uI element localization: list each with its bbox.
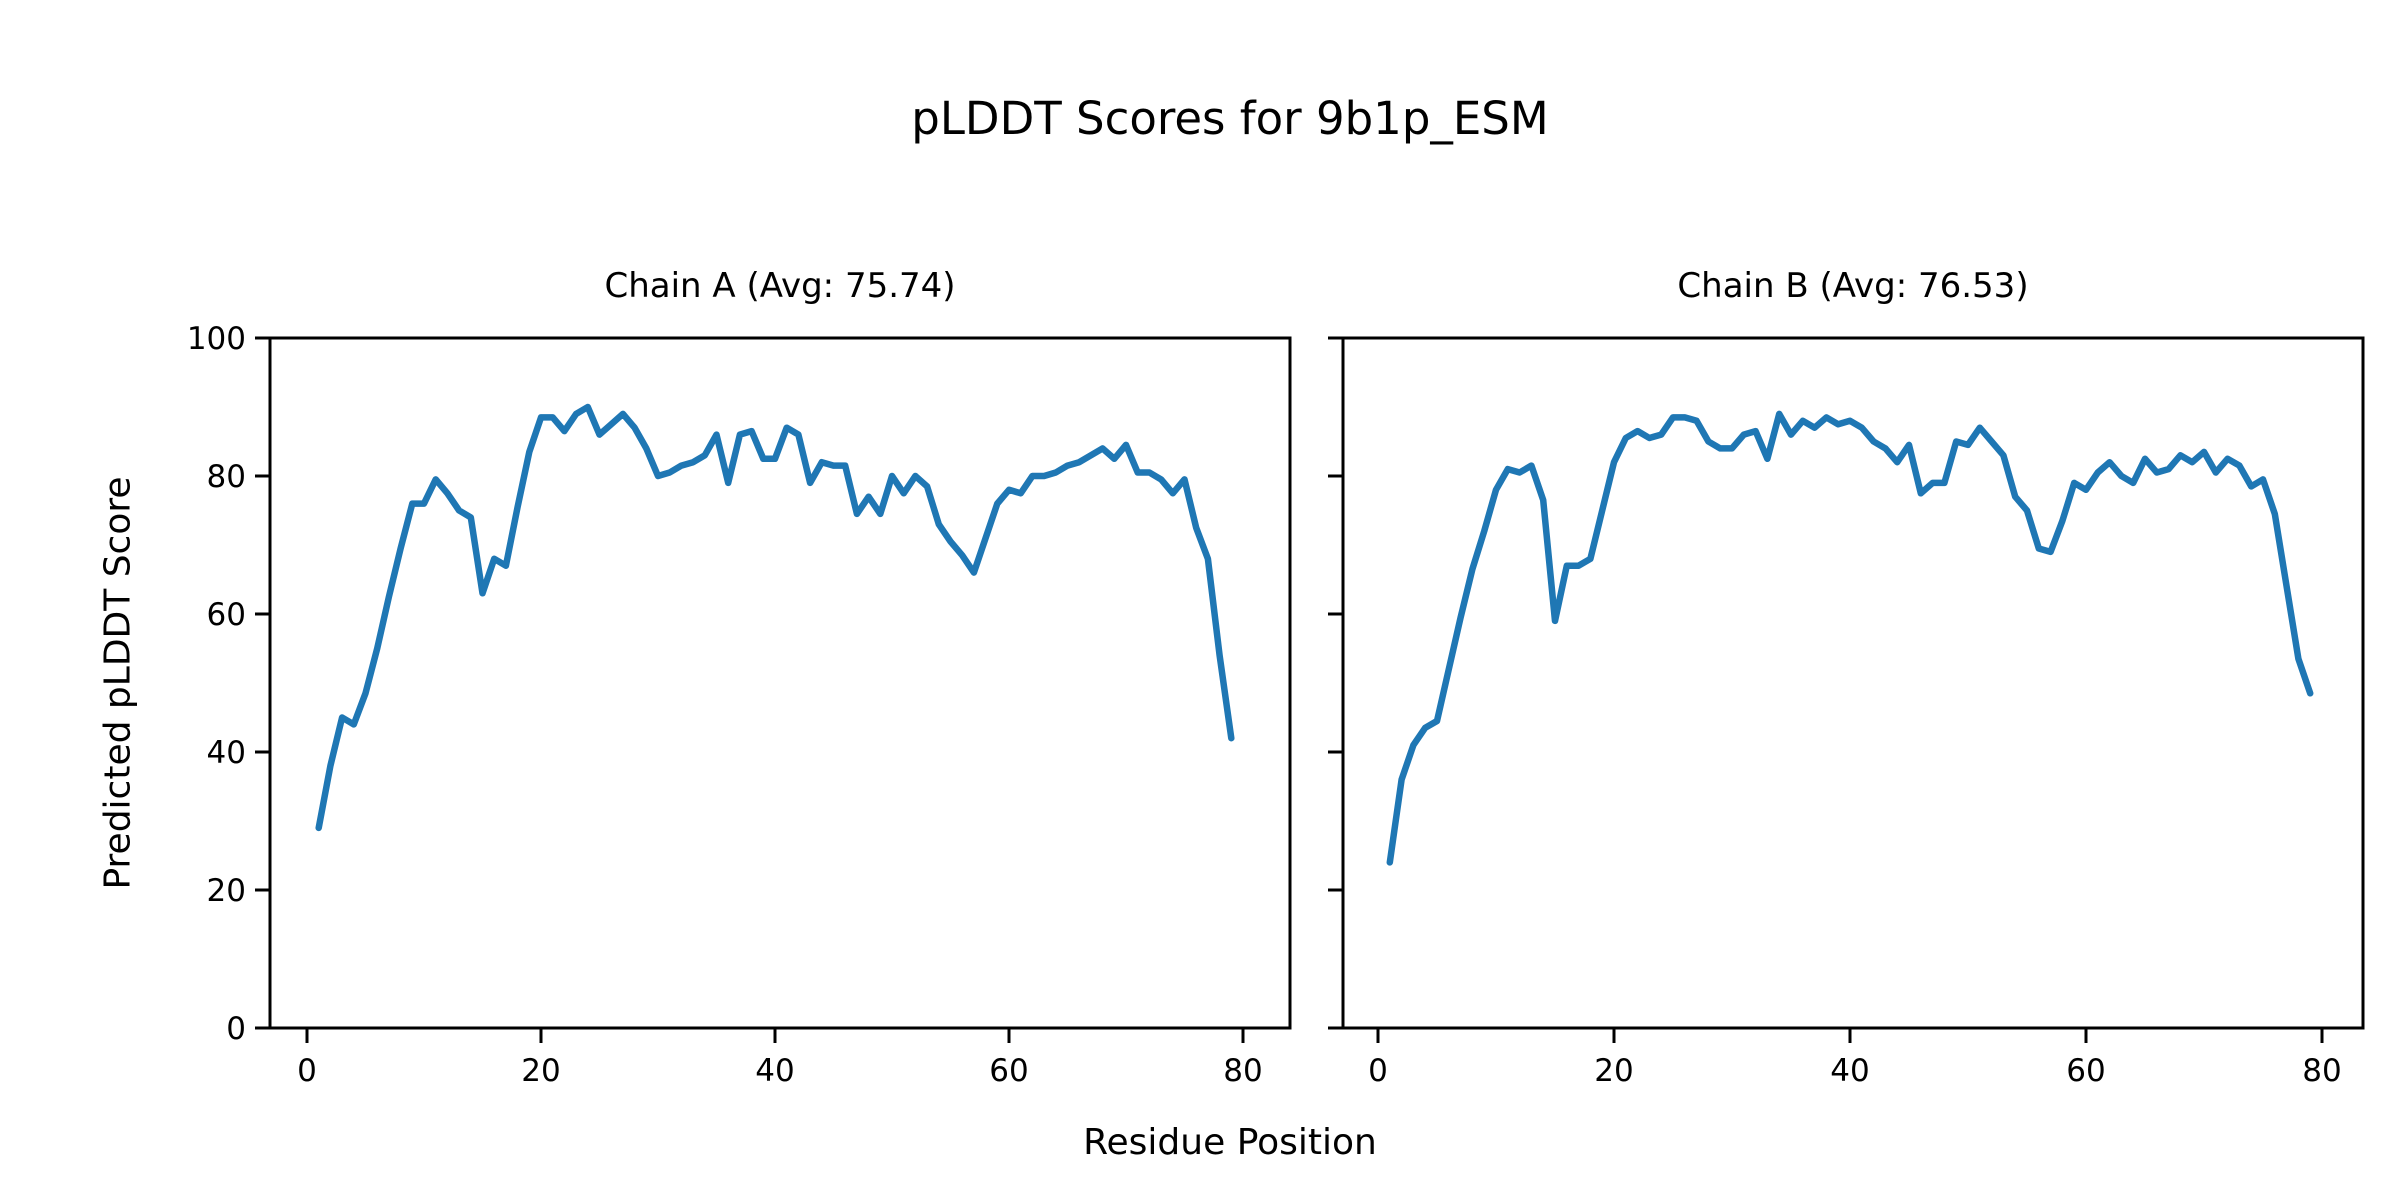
chain-b-subplot-title: Chain B (Avg: 76.53) [1677, 266, 2029, 306]
plot-frame [268, 336, 1292, 1030]
chain-b-plot: 0 20 40 60 80 [1328, 336, 2365, 1089]
x-tick-label: 60 [2066, 1053, 2105, 1089]
plddt-line-chain-a [315, 403, 1235, 832]
y-tick-label: 20 [207, 873, 246, 909]
x-axis-label: Residue Position [1083, 1122, 1377, 1163]
figure-title: pLDDT Scores for 9b1p_ESM [911, 92, 1549, 145]
plot-frame [1341, 336, 2365, 1030]
x-tick-label: 80 [2302, 1053, 2341, 1089]
x-tick-label: 20 [1594, 1053, 1633, 1089]
x-tick-label: 0 [297, 1053, 317, 1089]
y-tick-label: 40 [207, 735, 246, 771]
x-tick-label: 40 [1830, 1053, 1869, 1089]
chain-a-subplot-title: Chain A (Avg: 75.74) [604, 266, 956, 306]
y-tick-label: 80 [207, 459, 246, 495]
plddt-line-chain-b [1386, 410, 2314, 866]
x-tick-label: 20 [521, 1053, 560, 1089]
y-tick-label: 0 [226, 1011, 246, 1047]
x-tick-label: 80 [1223, 1053, 1262, 1089]
x-tick-label: 0 [1368, 1053, 1388, 1089]
y-tick-label: 100 [187, 321, 246, 357]
y-tick-label: 60 [207, 597, 246, 633]
chain-a-plot: 0 20 40 60 80 0 20 40 60 80 100 [187, 321, 1292, 1089]
x-tick-label: 40 [755, 1053, 794, 1089]
x-tick-label: 60 [989, 1053, 1028, 1089]
